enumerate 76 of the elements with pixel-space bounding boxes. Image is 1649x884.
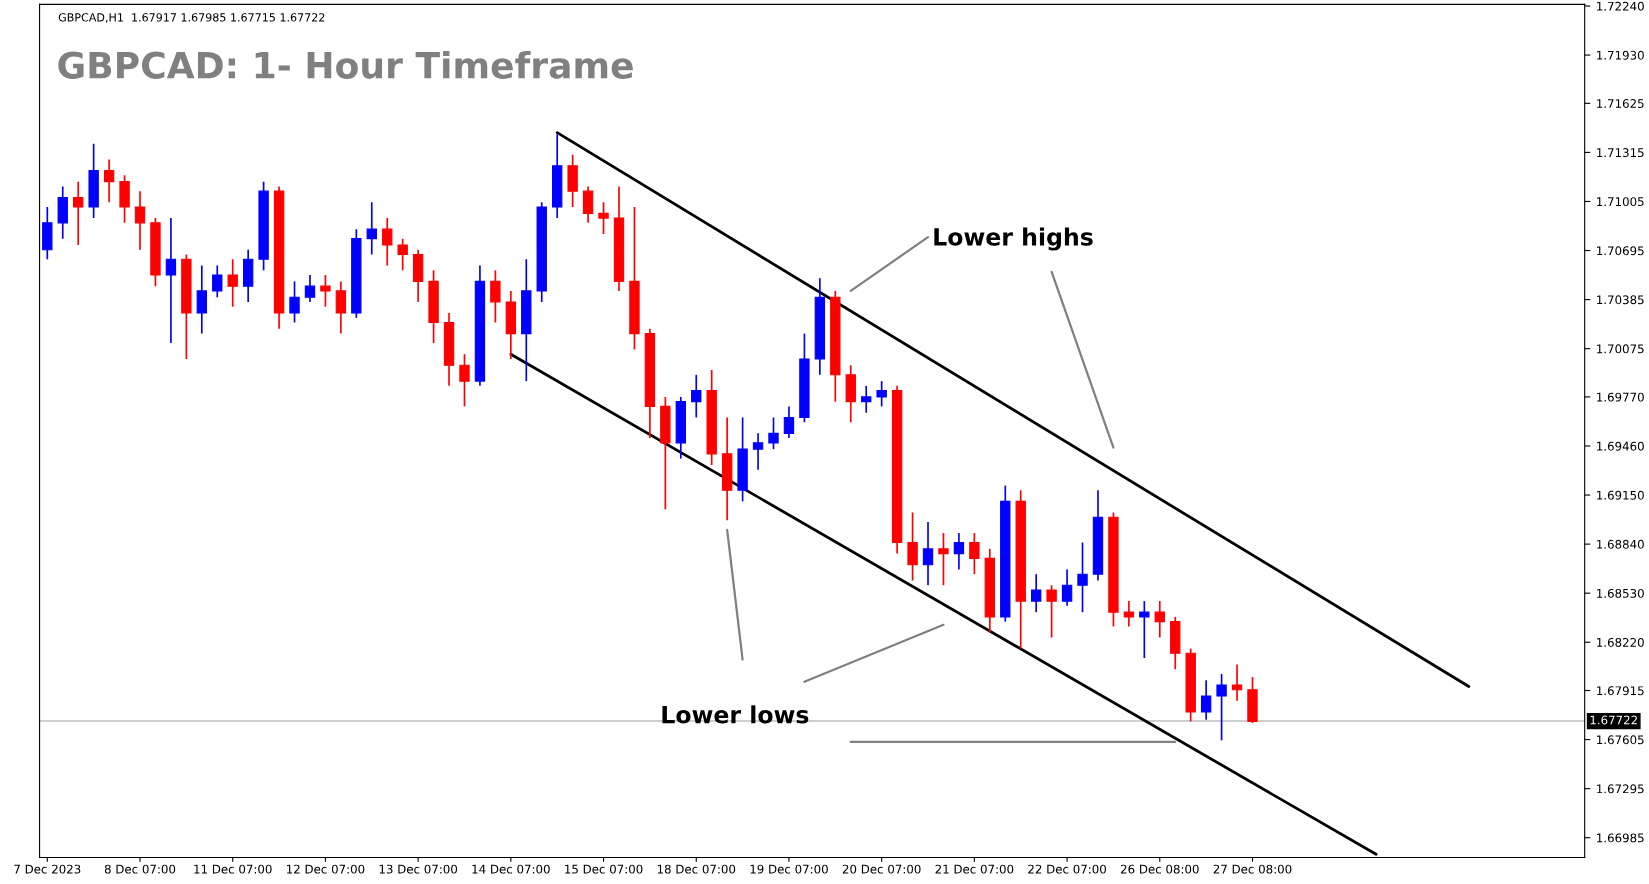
- annotation: Lower highs: [934, 227, 1093, 251]
- x-tick-label: 22 Dec 07:00: [1028, 864, 1106, 874]
- candlestick: [304, 274, 316, 303]
- candlestick: [938, 532, 949, 587]
- x-tick-label: 20 Dec 07:00: [842, 864, 921, 874]
- candlestick: [1077, 541, 1088, 614]
- x-tick-label: 27 Dec 08:00: [1213, 864, 1292, 874]
- x-tick-label: 21 Dec 07:00: [935, 864, 1014, 874]
- candlestick: [752, 432, 764, 471]
- candlestick: [382, 217, 393, 267]
- candlestick: [165, 217, 177, 344]
- candlestick: [691, 373, 702, 419]
- y-tick-label: 1.71315: [1597, 148, 1644, 158]
- y-tick-label: 1.71005: [1597, 197, 1644, 207]
- x-tick-label: 13 Dec 07:00: [379, 864, 458, 874]
- candlestick: [103, 158, 115, 204]
- y-tick-label: 1.71930: [1597, 50, 1644, 60]
- y-tick-label: 1.67915: [1597, 686, 1644, 696]
- candlestick: [582, 185, 594, 224]
- y-tick-label: 1.68220: [1597, 637, 1644, 647]
- y-tick-label: 1.70075: [1597, 344, 1644, 354]
- candlestick: [598, 201, 609, 235]
- candlestick: [490, 269, 501, 324]
- candlestick: [1123, 600, 1135, 628]
- candlestick: [768, 416, 779, 450]
- candlestick: [876, 380, 887, 408]
- text: GBPCAD: 1- Hour Timeframe: [58, 50, 633, 79]
- y-tick-label: 1.66985: [1597, 833, 1644, 843]
- x-tick-label: 8 Dec 07:00: [104, 864, 176, 874]
- candlestick: [397, 237, 408, 272]
- y-tick-label: 1.71625: [1597, 99, 1644, 108]
- y-tick-label: 1.72240: [1597, 1, 1644, 11]
- candlestick: [922, 521, 934, 587]
- candlestick: [1231, 663, 1243, 702]
- y-tick-label: 1.70385: [1597, 295, 1644, 305]
- candlestick: [1216, 673, 1227, 742]
- y-tick-label: 1.70695: [1597, 246, 1644, 256]
- candlestick: [227, 258, 238, 308]
- candlestick: [1046, 584, 1057, 639]
- x-tick-label: 14 Dec 07:00: [472, 864, 550, 874]
- candlestick: [1154, 600, 1165, 639]
- annotation: GBPCAD,H1 1.67917 1.67985 1.67715 1.67722: [58, 13, 325, 23]
- candlestick: [320, 274, 331, 308]
- x-tick-label: 12 Dec 07:00: [287, 864, 365, 874]
- x-tick-label: 11 Dec 07:00: [194, 864, 272, 874]
- annotation: Lower lows: [662, 705, 809, 724]
- x-tick-label: 7 Dec 2023: [14, 864, 81, 874]
- candlestick: [459, 353, 470, 408]
- candlestick: [134, 190, 146, 251]
- ref-line-label: 1.67722: [1590, 715, 1637, 725]
- y-tick-label: 1.69460: [1597, 441, 1644, 451]
- candlestick: [861, 385, 872, 414]
- candlestick: [969, 532, 980, 576]
- candlestick: [783, 405, 795, 439]
- candlestick: [73, 180, 84, 246]
- candlestick: [366, 201, 377, 256]
- candlestick: [1030, 573, 1042, 614]
- candlestick: [953, 532, 965, 571]
- candlestick: [196, 264, 208, 335]
- candlestick: [907, 511, 918, 582]
- y-tick-label: 1.67295: [1597, 784, 1644, 794]
- candlestick: [212, 264, 223, 299]
- candlestick: [1139, 600, 1150, 659]
- y-tick-label: 1.67605: [1597, 735, 1644, 745]
- candlestick: [1061, 568, 1073, 607]
- y-tick-label: 1.68530: [1597, 588, 1644, 598]
- candlestick: [289, 280, 300, 324]
- x-tick-label: 15 Dec 07:00: [565, 864, 643, 874]
- y-tick-label: 1.69770: [1597, 392, 1644, 402]
- candlestick: [1200, 679, 1212, 721]
- x-tick-label: 26 Dec 08:00: [1120, 864, 1199, 874]
- y-tick-label: 1.69150: [1597, 490, 1644, 500]
- y-tick-label: 1.68840: [1597, 539, 1644, 549]
- x-tick-label: 19 Dec 07:00: [750, 864, 828, 874]
- candlestick: [335, 280, 347, 335]
- x-tick-label: 18 Dec 07:00: [657, 864, 736, 874]
